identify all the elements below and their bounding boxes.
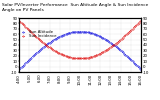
Text: Solar PV/Inverter Performance  Sun Altitude Angle & Sun Incidence Angle on PV Pa: Solar PV/Inverter Performance Sun Altitu… <box>2 3 148 12</box>
Legend: Sun Altitude, Sun Incidence: Sun Altitude, Sun Incidence <box>21 30 56 39</box>
